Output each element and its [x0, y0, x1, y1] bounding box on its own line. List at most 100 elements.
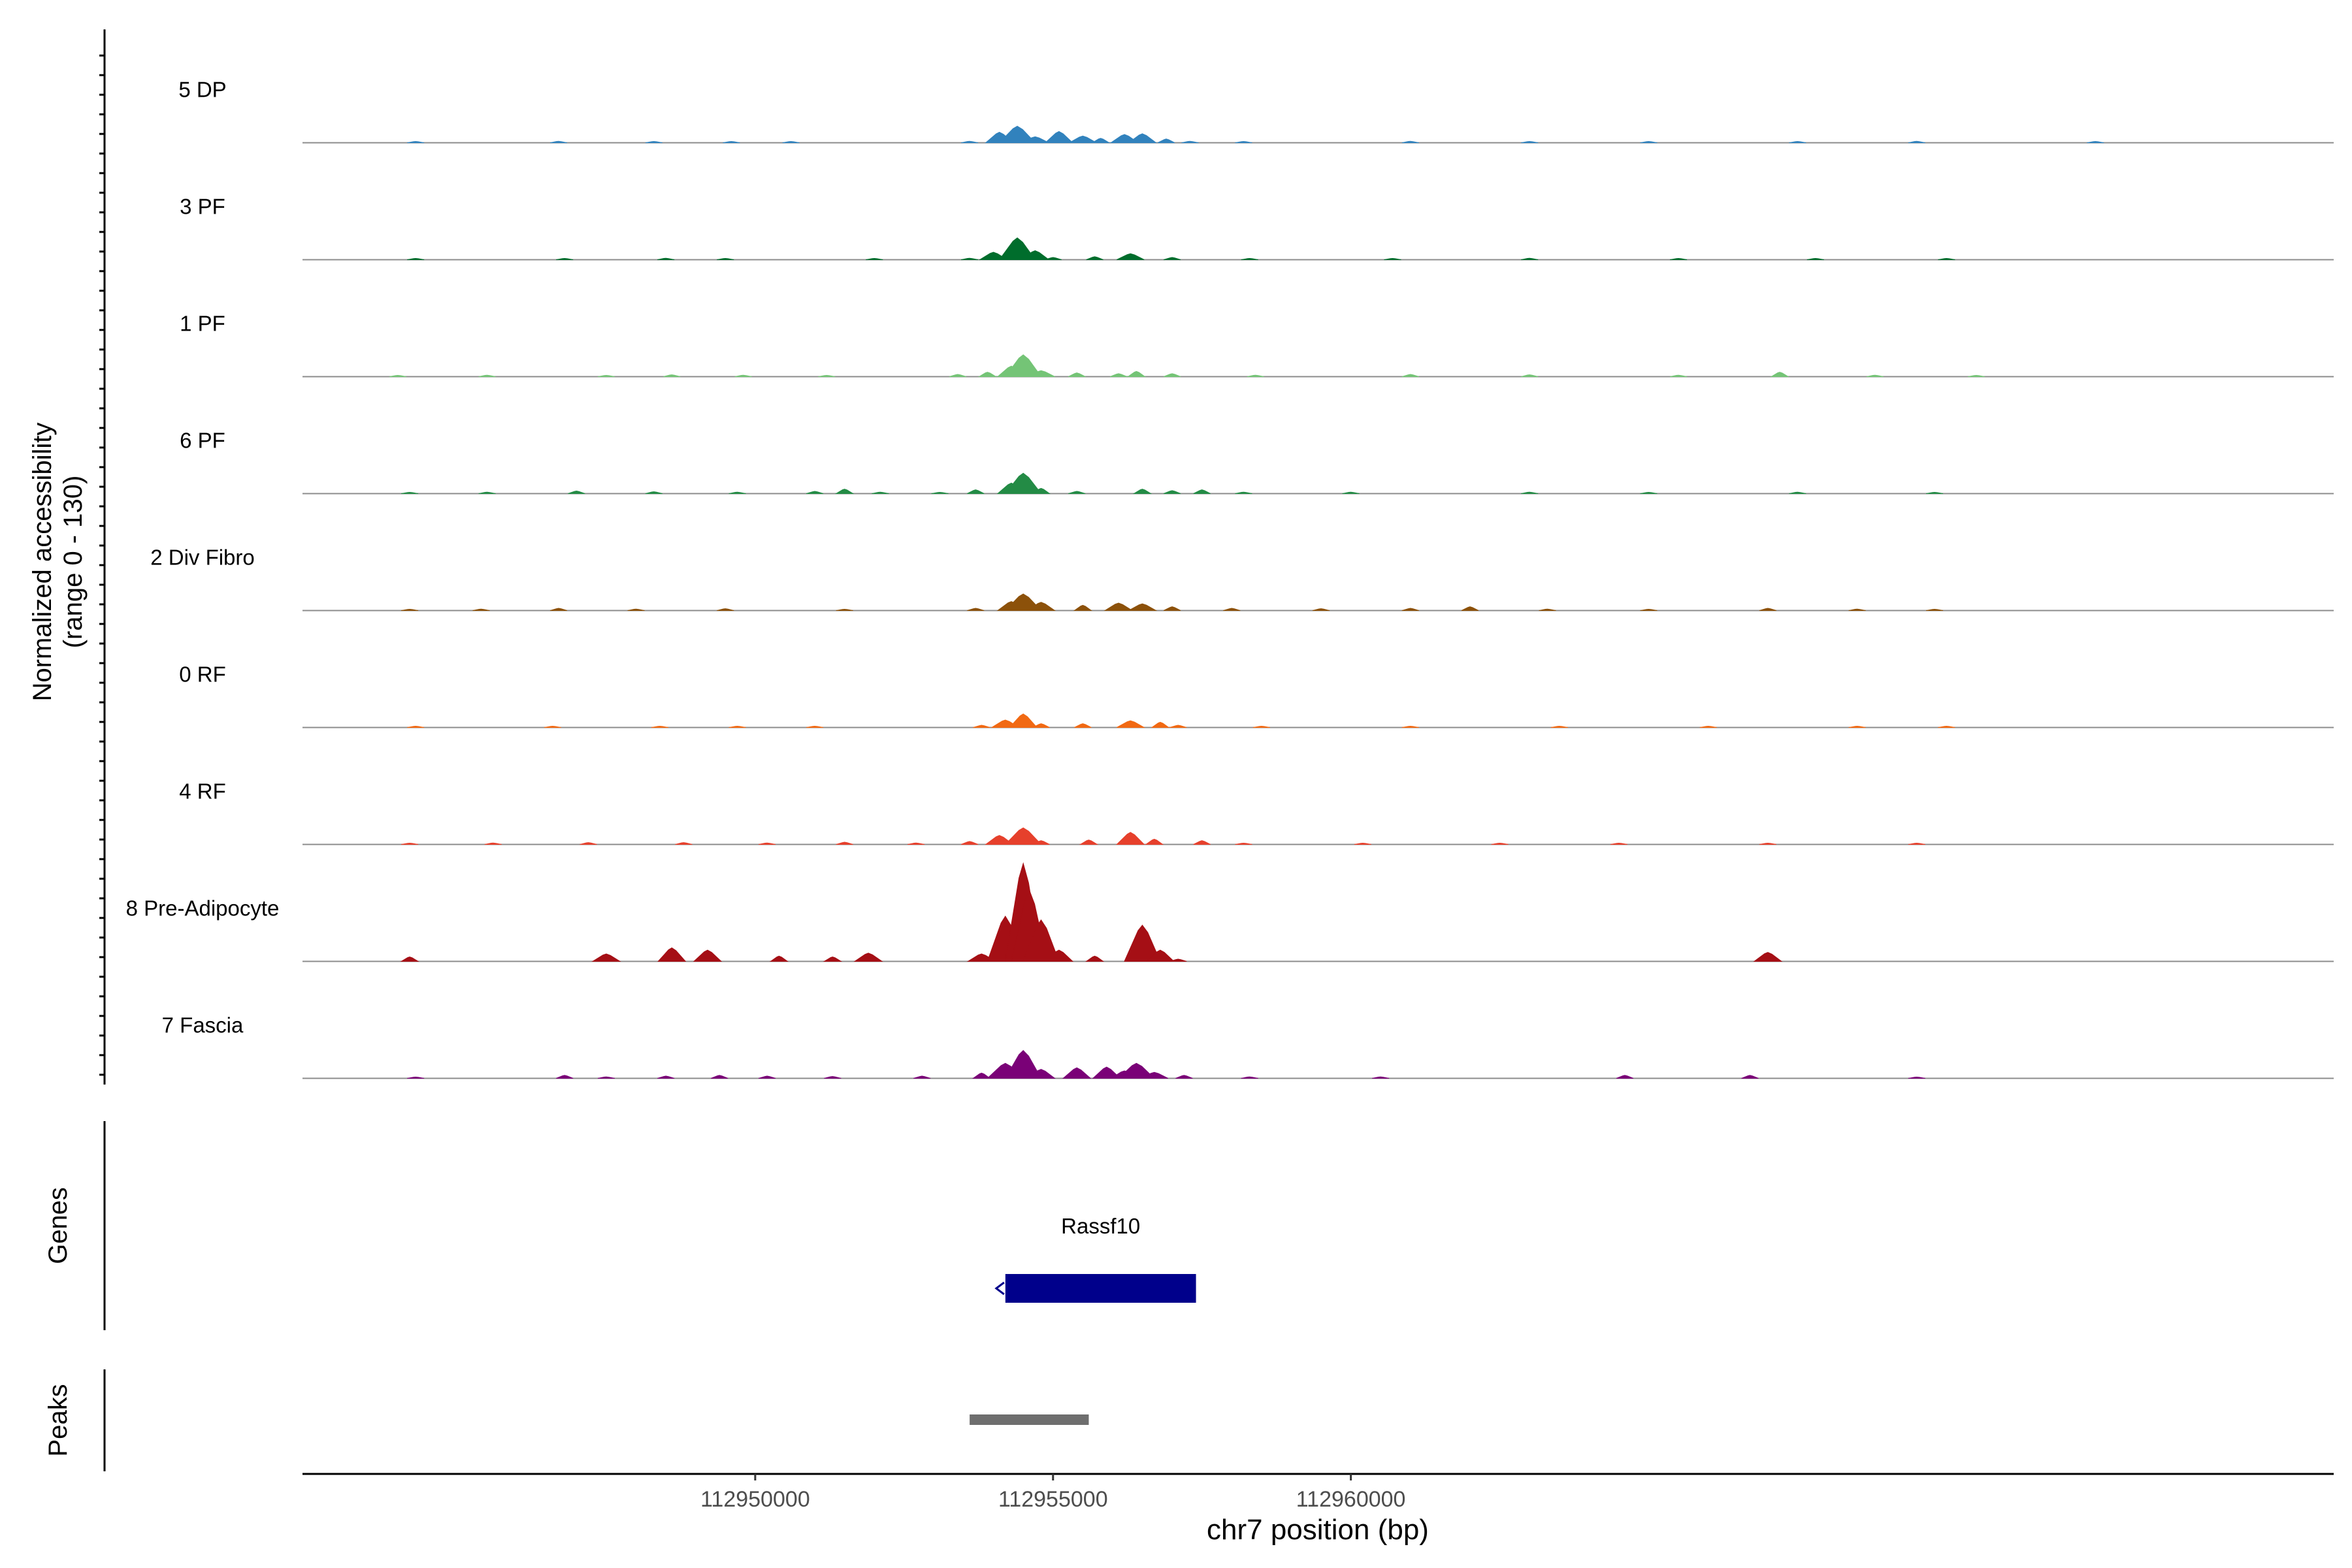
coverage-peak	[872, 491, 889, 494]
coverage-peak	[401, 608, 419, 611]
coverage-peak	[1223, 608, 1241, 611]
coverage-peak	[591, 953, 621, 962]
coverage-peak	[1241, 1076, 1258, 1079]
track: 7 Fascia	[162, 1013, 2334, 1079]
coverage-peak	[1461, 606, 1479, 611]
coverage-peak	[1086, 256, 1103, 260]
coverage-peak	[734, 374, 752, 377]
coverage-peak	[472, 608, 490, 611]
coverage-peak	[723, 140, 740, 143]
peak-track	[970, 1414, 1089, 1425]
coverage-peak	[866, 257, 883, 260]
coverage-peak	[2087, 140, 2104, 143]
track: 8 Pre-Adipocyte	[126, 862, 2334, 962]
coverage-peak	[407, 140, 425, 143]
coverage-peak	[1004, 827, 1042, 845]
track-label: 8 Pre-Adipocyte	[126, 896, 280, 921]
coverage-peak	[758, 1075, 776, 1079]
coverage-peak	[556, 1075, 574, 1079]
coverage-peak	[949, 374, 967, 377]
track-label: 2 Div Fibro	[150, 546, 255, 570]
coverage-peak	[1044, 949, 1074, 962]
coverage-peak	[556, 257, 574, 260]
strand-arrow-icon	[994, 1281, 1005, 1296]
y-axis-ticks	[99, 54, 105, 1076]
coverage-peak	[407, 257, 425, 260]
track-label: 3 PF	[180, 195, 225, 219]
track-label: 0 RF	[179, 662, 226, 687]
coverage-peak	[1163, 490, 1181, 494]
coverage-peak	[1938, 257, 1955, 260]
coverage-peak	[961, 257, 979, 260]
coverage-peak	[645, 491, 663, 494]
coverage-peak	[1235, 491, 1252, 494]
coverage-peak	[1539, 608, 1556, 611]
coverage-peak	[1074, 723, 1092, 728]
coverage-peak	[1193, 840, 1211, 845]
track-label: 5 DP	[178, 78, 226, 102]
coverage-peak	[597, 374, 615, 377]
coverage-peak	[1401, 725, 1419, 728]
coverage-peak	[960, 841, 979, 845]
x-axis-ticks: 112950000 112955000 112960000	[700, 1474, 1405, 1512]
coverage-peak	[1068, 491, 1086, 494]
coverage-peak	[1342, 491, 1360, 494]
coverage-peak	[568, 490, 585, 494]
coverage-peak	[1103, 602, 1134, 611]
coverage-peak	[1127, 133, 1157, 143]
coverage-peak	[1026, 602, 1056, 611]
track-label: 6 PF	[180, 429, 225, 453]
x-axis-title: chr7 position (bp)	[1207, 1514, 1429, 1546]
coverage-peak	[1163, 606, 1181, 611]
track: 3 PF	[180, 195, 2334, 261]
coverage-peak	[1151, 721, 1170, 728]
coverage-peak	[907, 842, 925, 845]
coverage-peak	[1848, 725, 1866, 728]
coverage-peak	[544, 725, 561, 728]
track: 6 PF	[180, 429, 2334, 495]
coverage-peak	[1521, 491, 1539, 494]
coverage-peak	[1235, 140, 1252, 143]
coverage-peak	[657, 257, 675, 260]
coverage-peak	[769, 955, 789, 962]
coverage-peak	[1848, 608, 1866, 611]
coverage-peak	[1181, 140, 1199, 143]
coverage-peak	[1157, 139, 1175, 143]
coverage-peak	[657, 947, 687, 962]
coverage-peak	[1372, 1076, 1390, 1079]
coverage-peak	[407, 1076, 425, 1079]
coverage-peak	[1967, 374, 1985, 377]
coverage-peak	[1193, 489, 1211, 494]
coverage-peak	[1044, 257, 1062, 260]
coverage-peak	[836, 841, 853, 845]
coverage-peak	[1908, 140, 1925, 143]
coverage-peak	[1021, 136, 1049, 143]
genes-track-title: Genes	[44, 1187, 73, 1264]
coverage-peak	[823, 956, 843, 962]
coverage-peak	[1384, 257, 1401, 260]
coverage-peak	[627, 608, 645, 611]
coverage-peak	[1062, 1067, 1092, 1079]
coverage-peak	[1789, 491, 1806, 494]
coverage-peak	[1027, 370, 1055, 377]
coverage-peak	[1247, 374, 1264, 377]
coverage-peak	[1085, 955, 1105, 962]
coverage-peak	[1759, 842, 1776, 845]
coverage-peak	[1770, 372, 1789, 377]
gene-body	[1005, 1274, 1196, 1303]
coverage-peak	[1759, 608, 1777, 611]
coverage-peak	[853, 953, 883, 962]
coverage-peak	[1926, 608, 1944, 611]
coverage-peak	[549, 608, 568, 611]
coverage-peak	[1312, 608, 1330, 611]
coverage-peak	[645, 140, 662, 143]
coverage-peak	[967, 489, 985, 494]
coverage-peak	[401, 491, 419, 494]
coverage-peak	[1235, 842, 1252, 845]
x-tick-label: 112955000	[998, 1487, 1108, 1512]
coverage-peak	[1908, 842, 1925, 845]
coverage-peak	[1032, 723, 1050, 728]
track: 1 PF	[180, 312, 2334, 378]
coverage-tracks: 5 DP 3 PF 1 PF 6 PF 2 Div Fibro 0 RF 4 RF 8 Pre…	[126, 78, 2334, 1079]
